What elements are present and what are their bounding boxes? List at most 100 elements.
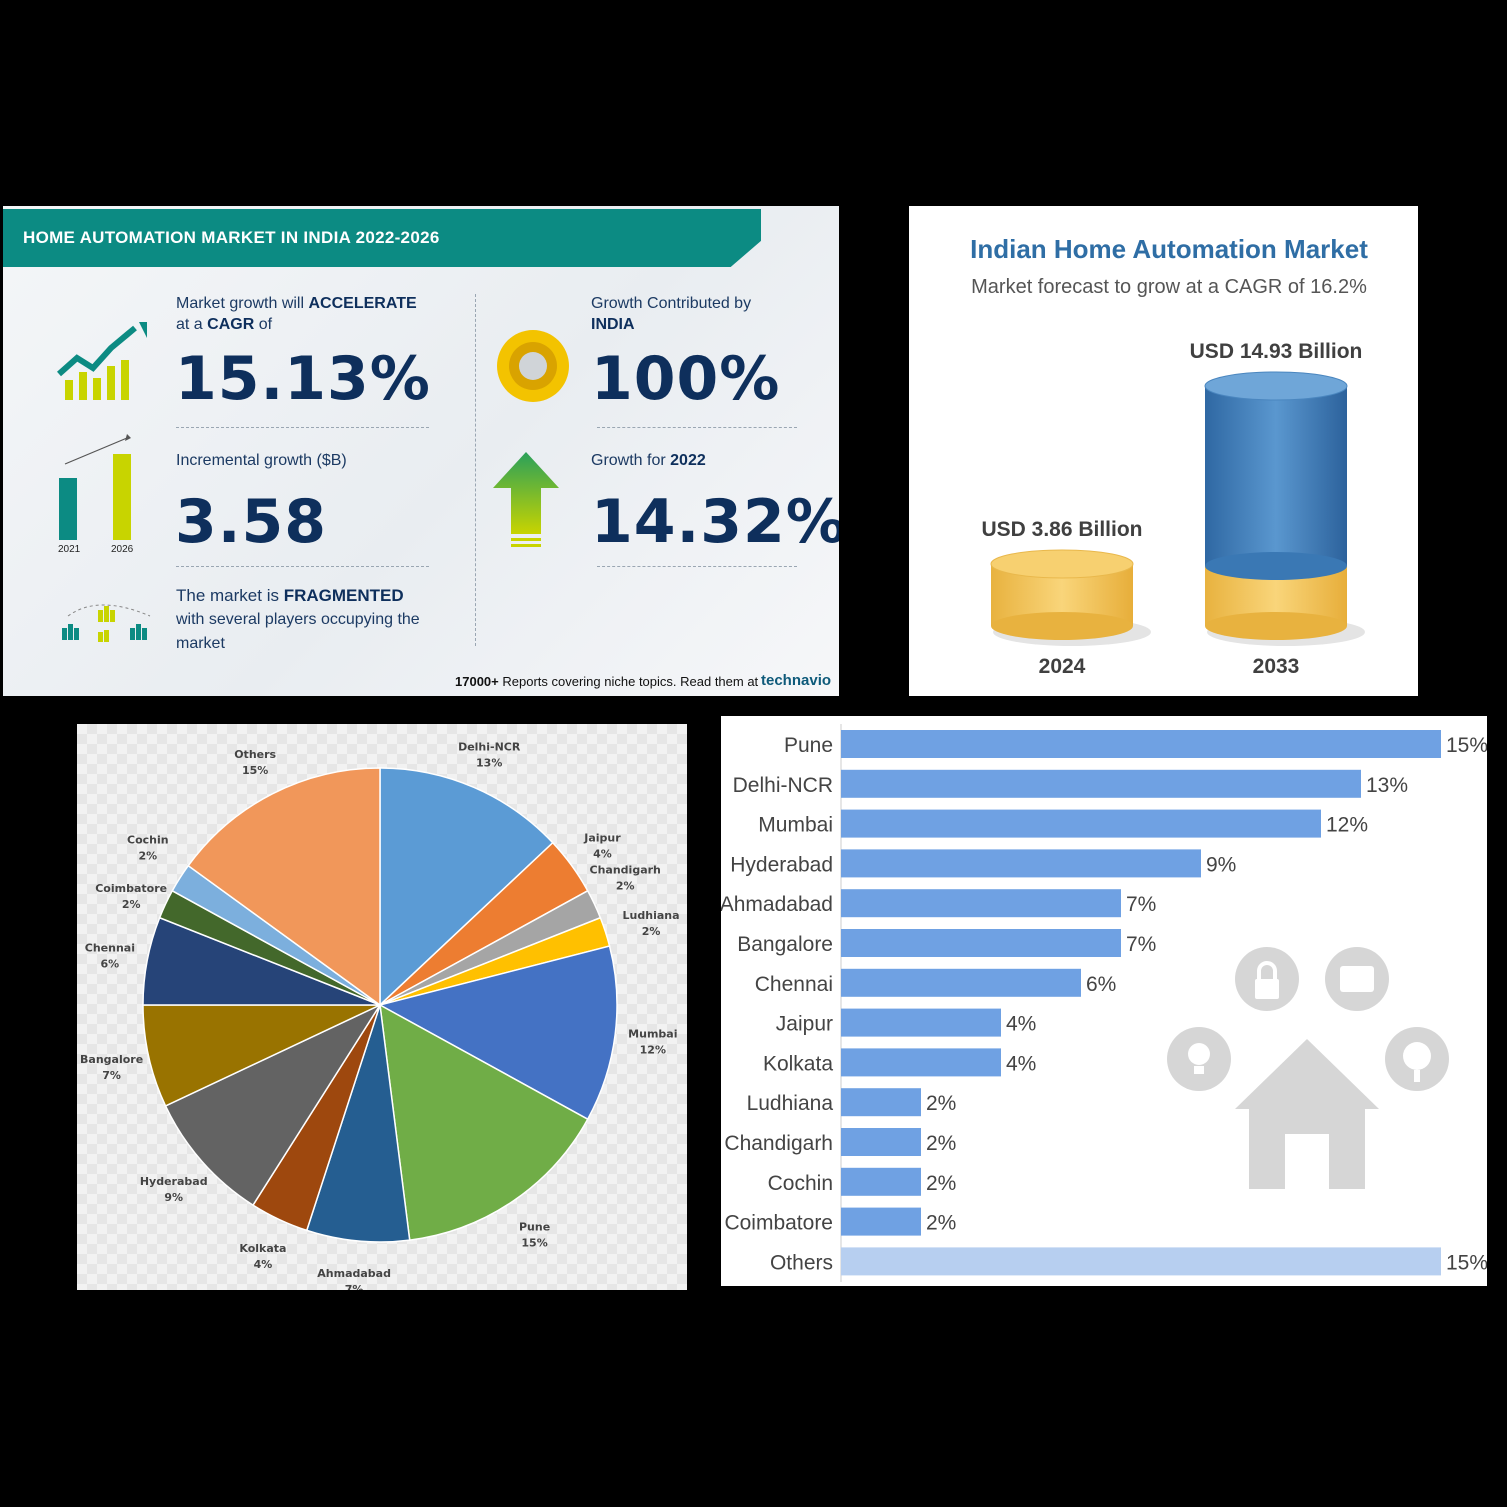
pie-label: Chennai — [85, 941, 135, 954]
category-label: Mumbai — [758, 814, 833, 837]
value-label: 13% — [1366, 774, 1408, 797]
up-arrow-icon — [493, 452, 559, 547]
pie-label: Hyderabad — [140, 1175, 208, 1188]
contribution-line2: INDIA — [591, 316, 635, 333]
divider — [597, 427, 797, 428]
bar-delhi-ncr — [841, 769, 1361, 798]
growth-year-label: Growth for 2022 — [591, 452, 706, 469]
horizontal-bar-chart: Pune 15% Delhi-NCR 13% Mumbai 12% Hyderabad 9% A… — [721, 724, 1487, 1282]
category-label: Ludhiana — [747, 1092, 834, 1115]
pie-value-label: 9% — [164, 1191, 183, 1204]
pie-value-label: 7% — [345, 1283, 364, 1290]
pie-label: Delhi-NCR — [458, 741, 521, 754]
value-label: 2% — [926, 1172, 956, 1195]
cylinder-2024 — [990, 549, 1151, 646]
category-label: Others — [770, 1251, 833, 1274]
pie-value-label: 7% — [102, 1069, 121, 1082]
fragmented-players-icon — [62, 604, 151, 642]
pie-value-label: 2% — [616, 880, 635, 893]
bar-chandigarh — [841, 1128, 921, 1156]
pie-value-label: 2% — [122, 898, 141, 911]
category-label: Chennai — [755, 973, 833, 996]
fragmented-line1: The market is FRAGMENTED — [176, 586, 404, 605]
divider — [597, 566, 797, 567]
category-label: Delhi-NCR — [733, 774, 833, 797]
cylinder-chart-panel: Indian Home Automation Market Market for… — [909, 206, 1418, 696]
category-label: Jaipur — [776, 1013, 833, 1036]
bar-ludhiana — [841, 1088, 921, 1117]
value-label: 4% — [1006, 1013, 1036, 1036]
bar-ahmadabad — [841, 889, 1121, 918]
pie-value-label: 15% — [242, 764, 268, 777]
pie-slice-mumbai — [377, 945, 618, 1121]
bar-chennai — [841, 968, 1081, 997]
pie-label: Jaipur — [583, 831, 621, 844]
fragmented-line3: market — [176, 635, 225, 652]
bar-pune — [841, 730, 1441, 758]
bar-jaipur — [841, 1008, 1001, 1037]
pie-label: Cochin — [127, 834, 169, 847]
value-label: 2% — [926, 1092, 956, 1115]
donut-icon — [497, 330, 569, 402]
cylinder-2033 — [1204, 371, 1365, 646]
value-label: 4% — [1006, 1052, 1036, 1075]
pie-chart: Delhi-NCR 13% Jaipur 4% Chandigarh 2% Ludhiana… — [80, 741, 680, 1290]
incremental-bars-icon — [59, 434, 131, 540]
pie-value-label: 13% — [476, 757, 502, 770]
value-label: USD 14.93 Billion — [1190, 340, 1363, 363]
pie-label: Others — [234, 748, 276, 761]
bar-cochin — [841, 1167, 921, 1196]
pie-label: Chandigarh — [590, 864, 661, 877]
pie-label: Kolkata — [239, 1242, 286, 1255]
category-label: Kolkata — [763, 1052, 833, 1075]
pie-label: Bangalore — [80, 1053, 143, 1066]
contribution-value: 100% — [591, 344, 781, 414]
pie-slice-ahmadabad — [305, 1004, 411, 1243]
pie-label: Ludhiana — [623, 909, 680, 922]
bar-kolkata — [841, 1048, 1001, 1077]
pie-slice-hyderabad — [164, 1003, 383, 1207]
trend-chart-icon — [57, 322, 147, 400]
footer-text: 17000+ Reports covering niche topics. Re… — [455, 674, 759, 689]
smart-home-icon — [1167, 947, 1449, 1189]
bar-chart-panel: Pune 15% Delhi-NCR 13% Mumbai 12% Hyderabad 9% A… — [721, 716, 1487, 1286]
growth-year-value: 14.32% — [591, 487, 839, 557]
category-label: Cochin — [768, 1172, 833, 1195]
value-label: 6% — [1086, 973, 1116, 996]
incremental-value: 3.58 — [175, 487, 328, 557]
pie-value-label: 2% — [642, 925, 661, 938]
pie-slice-others — [187, 767, 381, 1007]
value-label: 9% — [1206, 853, 1236, 876]
technavio-infographic: HOME AUTOMATION MARKET IN INDIA 2022-202… — [3, 206, 839, 696]
bar-mumbai — [841, 809, 1321, 838]
pie-label: Pune — [519, 1220, 550, 1233]
cylinder-chart: USD 3.86 Billion 2024 USD 14.93 Billion 203… — [981, 340, 1365, 678]
pie-chart-panel: Delhi-NCR 13% Jaipur 4% Chandigarh 2% Ludhiana… — [77, 724, 687, 1290]
pie-value-label: 6% — [101, 957, 120, 970]
pie-slice-delhi-ncr — [379, 767, 554, 1007]
value-label: 2% — [926, 1212, 956, 1235]
bar-others — [841, 1247, 1441, 1276]
pie-label: Ahmadabad — [317, 1267, 391, 1280]
category-label: Ahmadabad — [721, 893, 833, 916]
year-end: 2026 — [111, 544, 134, 555]
banner — [3, 209, 761, 267]
pie-value-label: 15% — [521, 1236, 547, 1249]
contribution-line1: Growth Contributed by — [591, 295, 752, 312]
cagr-line2: at a CAGR of — [176, 316, 273, 333]
cagr-line1: Market growth will ACCELERATE — [176, 295, 417, 312]
pie-value-label: 4% — [593, 847, 612, 860]
category-label: Bangalore — [737, 933, 833, 956]
pie-label: Coimbatore — [95, 882, 167, 895]
category-label: 2024 — [1039, 655, 1086, 678]
chart-subtitle: Market forecast to grow at a CAGR of 16.… — [971, 276, 1367, 298]
category-label: 2033 — [1253, 655, 1300, 678]
pie-value-label: 2% — [138, 850, 157, 863]
value-label: USD 3.86 Billion — [981, 518, 1142, 541]
divider — [176, 566, 429, 567]
year-start: 2021 — [58, 544, 81, 555]
value-label: 15% — [1446, 734, 1487, 757]
value-label: 7% — [1126, 933, 1156, 956]
value-label: 7% — [1126, 893, 1156, 916]
cylinder-body-upper — [1205, 386, 1347, 566]
